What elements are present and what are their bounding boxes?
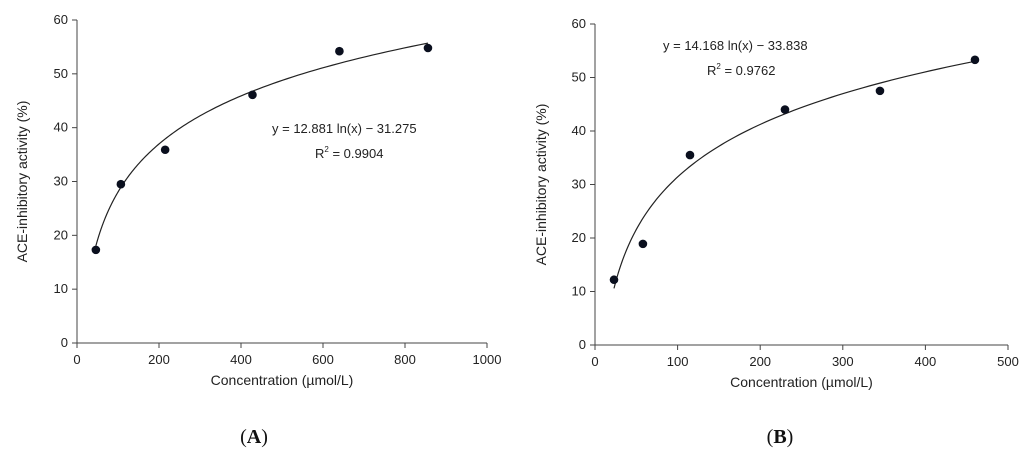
x-tick-label: 500 <box>997 354 1019 369</box>
panel-label: (B) <box>767 426 794 448</box>
trendline <box>613 60 976 289</box>
data-point <box>685 150 695 160</box>
data-point <box>609 275 619 285</box>
x-tick-label: 600 <box>312 352 334 367</box>
r-squared-label: R2 = 0.9904 <box>315 145 383 161</box>
y-tick-label: 40 <box>572 123 586 138</box>
x-axis-title: Concentration (µmol/L) <box>730 374 873 390</box>
y-tick-label: 10 <box>54 281 68 296</box>
y-tick-label: 30 <box>572 177 586 192</box>
x-tick-label: 200 <box>148 352 170 367</box>
data-point <box>423 43 433 53</box>
x-tick-label: 800 <box>394 352 416 367</box>
x-tick-label: 100 <box>667 354 689 369</box>
trendline-equation: y = 14.168 ln(x) − 33.838 <box>663 38 808 53</box>
y-tick-label: 50 <box>54 66 68 81</box>
data-point <box>970 55 980 65</box>
data-point <box>875 86 885 96</box>
y-axis-title: ACE-inhibitory activity (%) <box>533 104 549 266</box>
y-axis-title: ACE-inhibitory activity (%) <box>14 101 30 263</box>
r-squared-label: R2 = 0.9762 <box>707 62 775 78</box>
y-tick-label: 20 <box>572 230 586 245</box>
y-tick-label: 0 <box>61 335 68 350</box>
chart-panel-b: 0 10 20 30 40 50 60 0 100 200 300 400 500 Concentrati… <box>533 16 1019 448</box>
x-tick-label: 200 <box>749 354 771 369</box>
x-tick-label: 400 <box>915 354 937 369</box>
y-tick-label: 50 <box>572 70 586 85</box>
trendline <box>95 42 429 247</box>
y-tick-label: 20 <box>54 227 68 242</box>
data-point <box>248 90 257 100</box>
y-tick-label: 30 <box>54 174 68 189</box>
y-tick-label: 60 <box>572 16 586 31</box>
y-tick-label: 10 <box>572 284 586 299</box>
x-tick-label: 300 <box>832 354 854 369</box>
data-point <box>335 46 344 56</box>
data-point <box>780 105 790 114</box>
data-point <box>91 245 101 255</box>
y-tick-label: 40 <box>54 120 68 135</box>
y-tick-label: 0 <box>579 337 586 352</box>
x-tick-label: 0 <box>73 352 80 367</box>
data-point <box>160 145 170 155</box>
y-tick-label: 60 <box>54 12 68 27</box>
trendline-equation: y = 12.881 ln(x) − 31.275 <box>272 121 417 136</box>
x-axis-title: Concentration (µmol/L) <box>211 372 354 388</box>
panel-label: (A) <box>240 426 268 448</box>
data-point <box>638 239 648 249</box>
x-tick-label: 0 <box>591 354 598 369</box>
x-tick-label: 1000 <box>473 352 502 367</box>
x-tick-label: 400 <box>230 352 252 367</box>
data-point <box>116 179 126 189</box>
